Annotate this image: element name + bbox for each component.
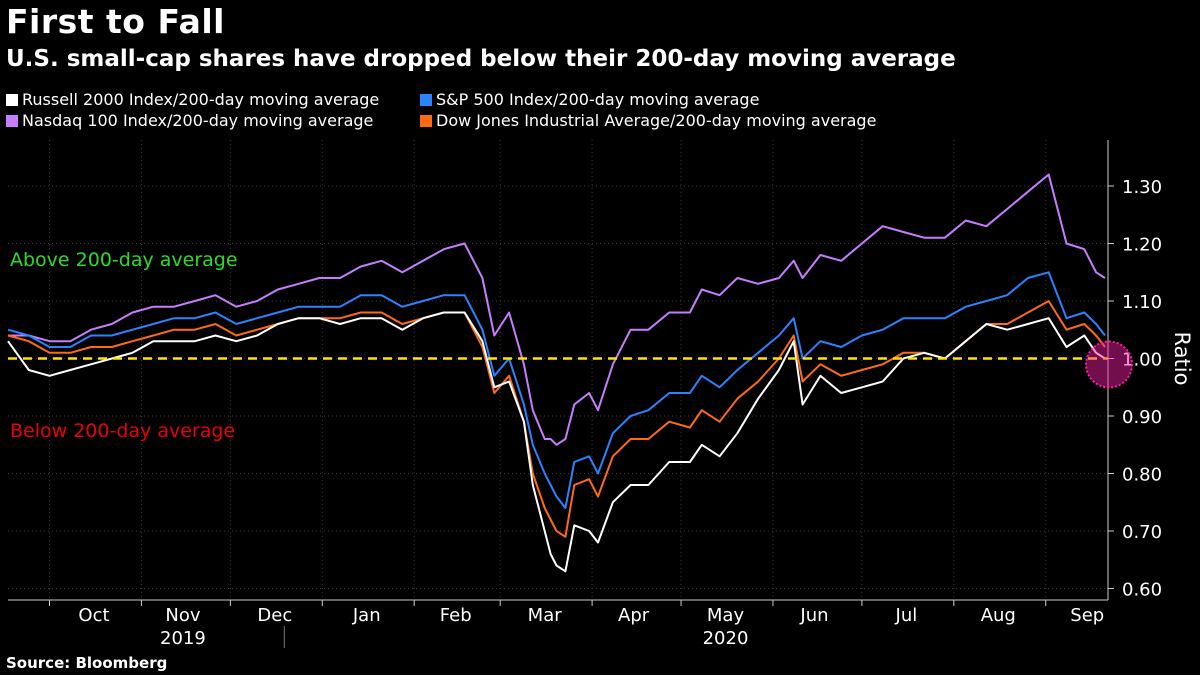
series-line-dow [7, 300, 1106, 538]
y-tick-label: 0.70 [1122, 522, 1162, 543]
x-tick-label: Jan [352, 605, 381, 626]
x-tick-label: Oct [78, 605, 109, 626]
x-tick-label: Jul [895, 605, 918, 626]
y-tick-label: 0.60 [1122, 580, 1162, 601]
chart-subtitle: U.S. small-cap shares have dropped below… [6, 46, 956, 72]
source-note: Source: Bloomberg [6, 654, 168, 672]
y-tick-label: 0.80 [1122, 465, 1162, 486]
series-line-sp500 [7, 271, 1106, 509]
x-tick-label: Feb [440, 605, 472, 626]
legend-label-nasdaq: Nasdaq 100 Index/200-day moving average [22, 111, 374, 130]
series-line-nasdaq [8, 173, 1106, 446]
series-line-russell [7, 311, 1106, 573]
chart-labels: Ratio Above 200-day average Below 200-day … [10, 249, 1194, 442]
legend-item-nasdaq: Nasdaq 100 Index/200-day moving average [6, 111, 373, 130]
highlight-circle [1085, 340, 1134, 389]
y-axis-label: Ratio [1170, 332, 1194, 386]
x-tick-label: Mar [528, 605, 563, 626]
legend-swatch-sp500 [420, 94, 432, 106]
y-tick-label: 0.90 [1122, 407, 1162, 428]
annotation-above: Above 200-day average [10, 249, 238, 271]
x-tick-label: Sep [1070, 605, 1104, 626]
x-tick-label: Dec [257, 605, 292, 626]
x-tick-label: Aug [981, 605, 1016, 626]
x-tick-label: May [707, 605, 745, 626]
annotation-below: Below 200-day average [10, 420, 235, 442]
legend-swatch-nasdaq [6, 115, 18, 127]
legend-label-dow: Dow Jones Industrial Average/200-day mov… [436, 111, 877, 130]
legend-label-sp500: S&P 500 Index/200-day moving average [436, 90, 760, 109]
y-tick-label: 1.30 [1122, 177, 1162, 198]
legend-item-sp500: S&P 500 Index/200-day moving average [420, 90, 759, 109]
chart-title: First to Fall [6, 2, 225, 41]
y-tick-label: 1.20 [1122, 235, 1162, 256]
legend-item-russell: Russell 2000 Index/200-day moving averag… [6, 90, 379, 109]
legend-item-dow: Dow Jones Industrial Average/200-day mov… [420, 111, 876, 130]
x-tick-label: Apr [618, 605, 650, 626]
legend-label-russell: Russell 2000 Index/200-day moving averag… [22, 90, 380, 109]
legend-swatch-russell [6, 94, 18, 106]
x-year-label: 2020 [703, 628, 749, 649]
x-tick-label: Jun [799, 605, 828, 626]
y-tick-label: 1.10 [1122, 292, 1162, 313]
x-year-label: 2019 [160, 628, 206, 649]
legend-swatch-dow [420, 115, 432, 127]
x-tick-label: Nov [165, 605, 200, 626]
series-lines [7, 173, 1134, 573]
